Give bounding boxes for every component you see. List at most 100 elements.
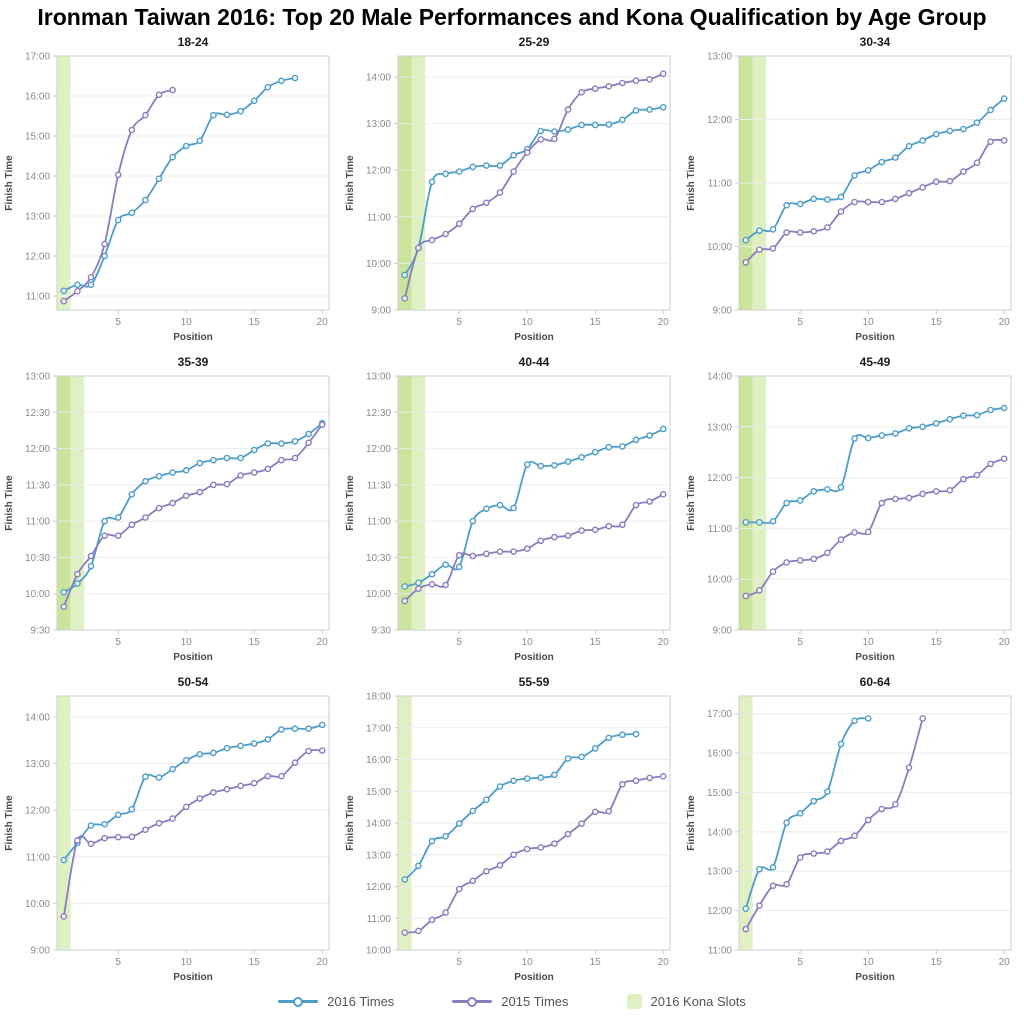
- series-2015-point: [564, 106, 572, 113]
- series-2015-point: [973, 471, 981, 479]
- series-2015-point: [114, 833, 122, 841]
- series-2015-point: [210, 789, 217, 796]
- series-2015-point: [619, 521, 626, 529]
- series-2016-point: [510, 777, 517, 785]
- series-2015-point: [415, 585, 422, 592]
- y-tick-label: 13:00: [707, 422, 732, 433]
- y-tick-label: 11:00: [708, 946, 733, 957]
- series-2016-point: [278, 726, 285, 733]
- legend-item-kona-slots: 2016 Kona Slots: [626, 994, 746, 1009]
- series-2015-point: [824, 848, 831, 855]
- series-2016-point: [142, 196, 149, 204]
- series-2016-point: [973, 411, 981, 419]
- y-tick-label: 12:00: [25, 252, 50, 263]
- y-tick-label: 11:00: [26, 852, 51, 863]
- series-2016-line: [62, 77, 296, 292]
- series-2015-point: [578, 820, 585, 827]
- series-2015-point: [632, 777, 640, 785]
- series-2015-point: [892, 495, 899, 503]
- chart-30-34: 30-34 9:00 10:00 11:00 12:00 13:00 5 10 15 20 Pos…: [682, 34, 1023, 354]
- series-2015-point: [196, 488, 204, 496]
- series-2016-point: [237, 107, 244, 115]
- series-2016-point: [291, 74, 299, 82]
- series-2016-point: [960, 412, 967, 419]
- series-2015-point: [305, 439, 312, 447]
- chart-svg-40-44: 9:30 10:00 10:30 11:00 11:30 12:00 12:30 13:00 5…: [345, 372, 671, 663]
- series-2016-point: [769, 863, 777, 871]
- series-2016-point: [796, 497, 804, 504]
- x-axis-label: Position: [855, 652, 894, 663]
- series-2016-point: [646, 432, 653, 439]
- series-2015-point: [523, 845, 531, 853]
- series-2016-point: [810, 488, 818, 495]
- series-2015-point: [318, 747, 326, 754]
- kona-band: [739, 376, 753, 630]
- series-2016-point: [318, 721, 326, 729]
- series-2016-point: [510, 504, 517, 512]
- series-2015-point: [278, 772, 285, 780]
- series-2016-point: [756, 518, 763, 526]
- series-2016-point: [155, 774, 163, 781]
- series-2015-point: [551, 135, 558, 143]
- chart-title-55-59: 55-59: [518, 675, 550, 689]
- plot-border: [397, 55, 671, 311]
- series-2016-point: [605, 734, 613, 742]
- x-tick-label: 20: [317, 957, 329, 968]
- y-tick-label: 14:00: [707, 827, 732, 838]
- series-2016-point: [210, 111, 217, 119]
- x-tick-label: 10: [522, 317, 534, 328]
- y-tick-label: 11:00: [367, 914, 392, 925]
- series-2015-point: [537, 844, 545, 851]
- y-tick-label: 13:00: [25, 372, 50, 383]
- kona-band: [70, 376, 85, 630]
- series-2016-point: [182, 757, 190, 764]
- y-tick-label: 9:00: [713, 306, 733, 317]
- series-2015-point: [564, 830, 572, 838]
- x-tick-label: 20: [999, 637, 1011, 648]
- series-2015-point: [101, 240, 108, 248]
- series-2015-point: [591, 808, 599, 816]
- series-2015-point: [401, 295, 409, 302]
- chart-svg-25-29: 9:00 10:00 11:00 12:00 13:00 14:00 5 10 15 20 Posi…: [345, 55, 671, 343]
- series-2015-point: [851, 529, 858, 536]
- series-2015-point: [87, 840, 95, 848]
- kona-band: [752, 376, 767, 630]
- series-2016-point: [591, 745, 599, 752]
- series-2015-point: [864, 198, 872, 206]
- y-tick-label: 13:00: [25, 212, 50, 223]
- series-2015-point: [646, 498, 653, 505]
- series-2016-point: [619, 731, 626, 739]
- series-2015-point: [87, 273, 95, 281]
- series-2016-point: [428, 178, 436, 186]
- series-2015-point: [101, 834, 108, 842]
- series-2015-point: [496, 189, 504, 196]
- series-2015-point: [142, 826, 149, 834]
- series-2016-point: [196, 750, 204, 758]
- y-tick-label: 10:00: [25, 899, 50, 910]
- series-2015-point: [605, 522, 613, 530]
- x-tick-label: 15: [590, 637, 602, 648]
- series-2015-point: [960, 475, 967, 483]
- series-2015-point: [946, 177, 954, 185]
- y-tick-label: 11:30: [26, 480, 51, 491]
- series-2016-point: [905, 142, 913, 150]
- series-2016-point: [632, 730, 640, 738]
- series-2015-point: [742, 592, 750, 600]
- series-2016-point: [74, 281, 81, 289]
- series-2015-point: [510, 168, 517, 175]
- x-tick-label: 15: [590, 317, 602, 328]
- y-tick-label: 10:00: [25, 589, 50, 600]
- series-2016-point: [483, 505, 490, 513]
- series-2015-markers: [60, 86, 176, 305]
- series-2016-point: [973, 119, 981, 126]
- series-2016-point: [60, 287, 68, 295]
- series-2016-markers: [401, 425, 667, 590]
- series-2016-point: [783, 201, 790, 209]
- series-2015-point: [442, 581, 449, 589]
- series-2016-point: [564, 126, 572, 133]
- series-2015-point: [101, 532, 108, 539]
- y-tick-label: 14:00: [707, 372, 732, 383]
- y-tick-label: 16:00: [25, 92, 50, 103]
- series-2015-point: [155, 91, 163, 99]
- series-2016-markers: [742, 715, 872, 912]
